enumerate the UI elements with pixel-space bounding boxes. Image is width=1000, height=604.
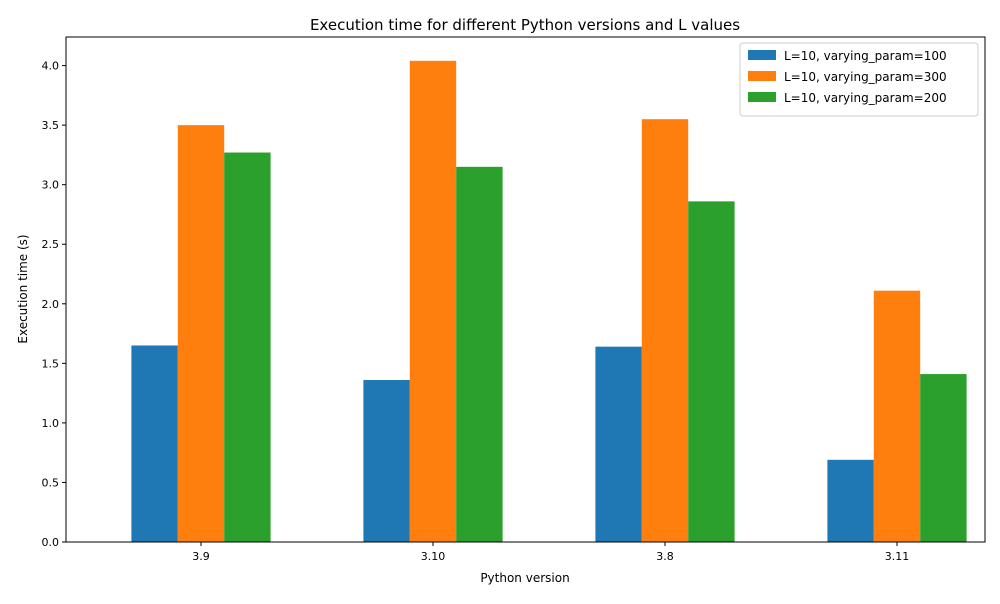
y-tick-label: 2.5 xyxy=(42,238,60,251)
y-tick-label: 1.5 xyxy=(42,357,60,370)
legend: L=10, varying_param=100 L=10, varying_par… xyxy=(739,42,979,117)
y-tick-label: 2.0 xyxy=(42,298,60,311)
legend-swatch-2 xyxy=(748,71,776,81)
legend-box xyxy=(739,42,979,117)
legend-label-2: L=10, varying_param=300 xyxy=(784,70,947,84)
y-tick-label: 3.0 xyxy=(42,179,60,192)
bar-series-1-category-2 xyxy=(363,380,410,542)
axes-layer: 0.0 0.5 1.0 1.5 2.0 2.5 3.0 3.5 4.0 3.9 3.10 3.8 3.1… xyxy=(42,36,986,563)
x-tick-label: 3.9 xyxy=(192,550,210,563)
legend-label-3: L=10, varying_param=200 xyxy=(784,91,947,105)
x-axis-label: Python version xyxy=(480,571,569,585)
bar-series-2-category-4 xyxy=(873,290,921,542)
bar-series-2-category-3 xyxy=(641,119,689,543)
y-axis-label: Execution time (s) xyxy=(16,234,30,343)
y-tick-label: 0.0 xyxy=(42,536,60,549)
bar-series-1-category-3 xyxy=(595,346,642,542)
x-tick-label: 3.8 xyxy=(656,550,674,563)
x-tick-label: 3.11 xyxy=(885,550,910,563)
bar-series-3-category-2 xyxy=(456,166,503,542)
plot-frame xyxy=(65,36,986,543)
bar-series-1-category-4 xyxy=(827,459,874,542)
legend-swatch-3 xyxy=(748,92,776,102)
y-tick-label: 3.5 xyxy=(42,119,60,132)
bar-series-2-category-1 xyxy=(177,125,225,542)
y-tick-label: 0.5 xyxy=(42,476,60,489)
bar-series-1-category-1 xyxy=(131,345,178,542)
bar-series-3-category-3 xyxy=(688,201,735,543)
bars-layer xyxy=(131,60,967,543)
legend-label-1: L=10, varying_param=100 xyxy=(784,49,947,63)
y-tick-label: 1.0 xyxy=(42,417,60,430)
bar-series-3-category-1 xyxy=(224,152,271,542)
legend-swatch-1 xyxy=(748,50,776,60)
chart-title: Execution time for different Python vers… xyxy=(310,16,740,34)
x-tick-label: 3.10 xyxy=(421,550,446,563)
bar-series-3-category-4 xyxy=(920,374,967,542)
bar-series-2-category-2 xyxy=(409,60,457,542)
y-tick-label: 4.0 xyxy=(42,60,60,73)
